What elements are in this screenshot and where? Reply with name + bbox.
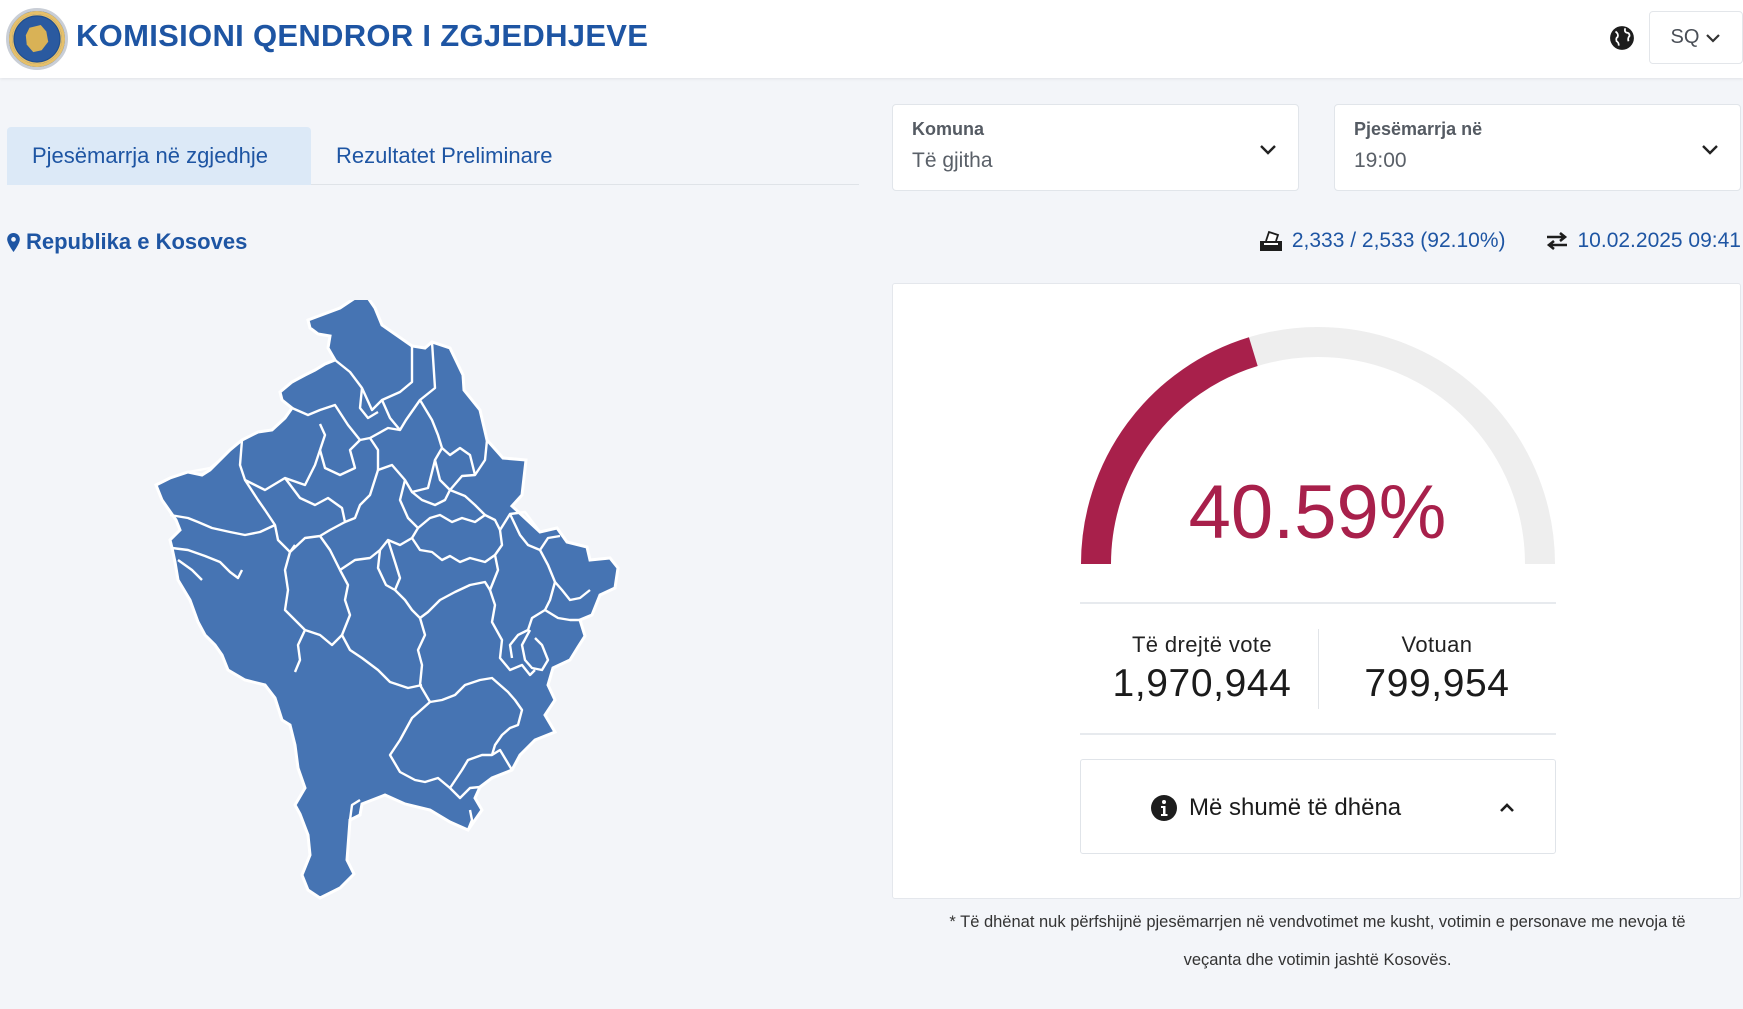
more-data-toggle[interactable]: Më shumë të dhëna: [1080, 759, 1556, 854]
last-updated: 10.02.2025 09:41: [1577, 229, 1742, 252]
footnote-line: * Të dhënat nuk përfshijnë pjesëmarrjen …: [949, 913, 1686, 931]
chevron-down-icon: [1260, 145, 1276, 155]
chevron-down-icon: [1702, 145, 1718, 155]
kosovo-map-shape[interactable]: [154, 300, 620, 900]
footnote-line: veçanta dhe votimin jashtë Kosovës.: [1183, 951, 1452, 969]
voted-stat: Votuan 799,954: [1318, 632, 1556, 706]
polling-stations-count: 2,333 / 2,533 (92.10%): [1291, 229, 1506, 252]
turnout-card: 40.59% Të drejtë vote 1,970,944 Votuan 7…: [892, 283, 1741, 899]
municipality-value: Të gjitha: [912, 149, 993, 172]
voted-value: 799,954: [1364, 662, 1510, 705]
turnout-time-select[interactable]: Pjesëmarrja në 19:00: [1334, 104, 1741, 191]
more-data-label: Më shumë të dhëna: [1189, 794, 1402, 821]
location-label: Republika e Kosoves: [26, 229, 248, 254]
eligible-voters-label: Të drejtë vote: [1131, 632, 1273, 657]
eligible-voters-stat: Të drejtë vote 1,970,944: [1083, 632, 1321, 706]
tab-turnout[interactable]: Pjesëmarrja në zgjedhje: [7, 127, 311, 185]
language-code: SQ: [1670, 26, 1700, 48]
kqz-emblem-icon[interactable]: [6, 8, 68, 70]
kosovo-municipalities-map[interactable]: [150, 300, 710, 900]
globe-icon[interactable]: [1609, 25, 1635, 51]
top-bar: KOMISIONI QENDROR I ZGJEDHJEVE SQ: [0, 0, 1743, 78]
stats-bar: 2,333 / 2,533 (92.10%) 10.02.2025 09:41: [1258, 229, 1741, 253]
gauge-fill: [1081, 337, 1258, 565]
chevron-up-icon: [1500, 803, 1514, 812]
divider: [1080, 602, 1556, 604]
eligible-voters-value: 1,970,944: [1112, 662, 1292, 705]
municipality-select[interactable]: Komuna Të gjitha: [892, 104, 1299, 191]
turnout-percentage: 40.59%: [1188, 470, 1447, 555]
site-title[interactable]: KOMISIONI QENDROR I ZGJEDHJEVE: [76, 18, 649, 53]
turnout-time-label: Pjesëmarrja në: [1354, 119, 1483, 139]
chevron-down-icon: [1706, 33, 1721, 43]
view-tabs: Pjesëmarrja në zgjedhje Rezultatet Preli…: [7, 127, 859, 185]
turnout-gauge: [1081, 327, 1555, 565]
turnout-time-value: 19:00: [1354, 149, 1407, 172]
municipality-label: Komuna: [912, 119, 984, 139]
tab-preliminary-results[interactable]: Rezultatet Preliminare: [336, 143, 553, 168]
voted-label: Votuan: [1401, 632, 1473, 657]
location-breadcrumb: Republika e Kosoves: [7, 229, 247, 255]
language-selector[interactable]: SQ: [1649, 11, 1743, 64]
divider: [1080, 733, 1556, 735]
footnote: * Të dhënat nuk përfshijnë pjesëmarrjen …: [892, 903, 1743, 979]
ballot-box-icon: [1259, 230, 1282, 251]
municipality-borders: [169, 341, 591, 831]
exchange-arrows-icon: [1546, 231, 1567, 251]
info-circle-icon: [1151, 795, 1177, 821]
map-marker-icon: [7, 232, 20, 252]
divider: [1318, 629, 1319, 709]
